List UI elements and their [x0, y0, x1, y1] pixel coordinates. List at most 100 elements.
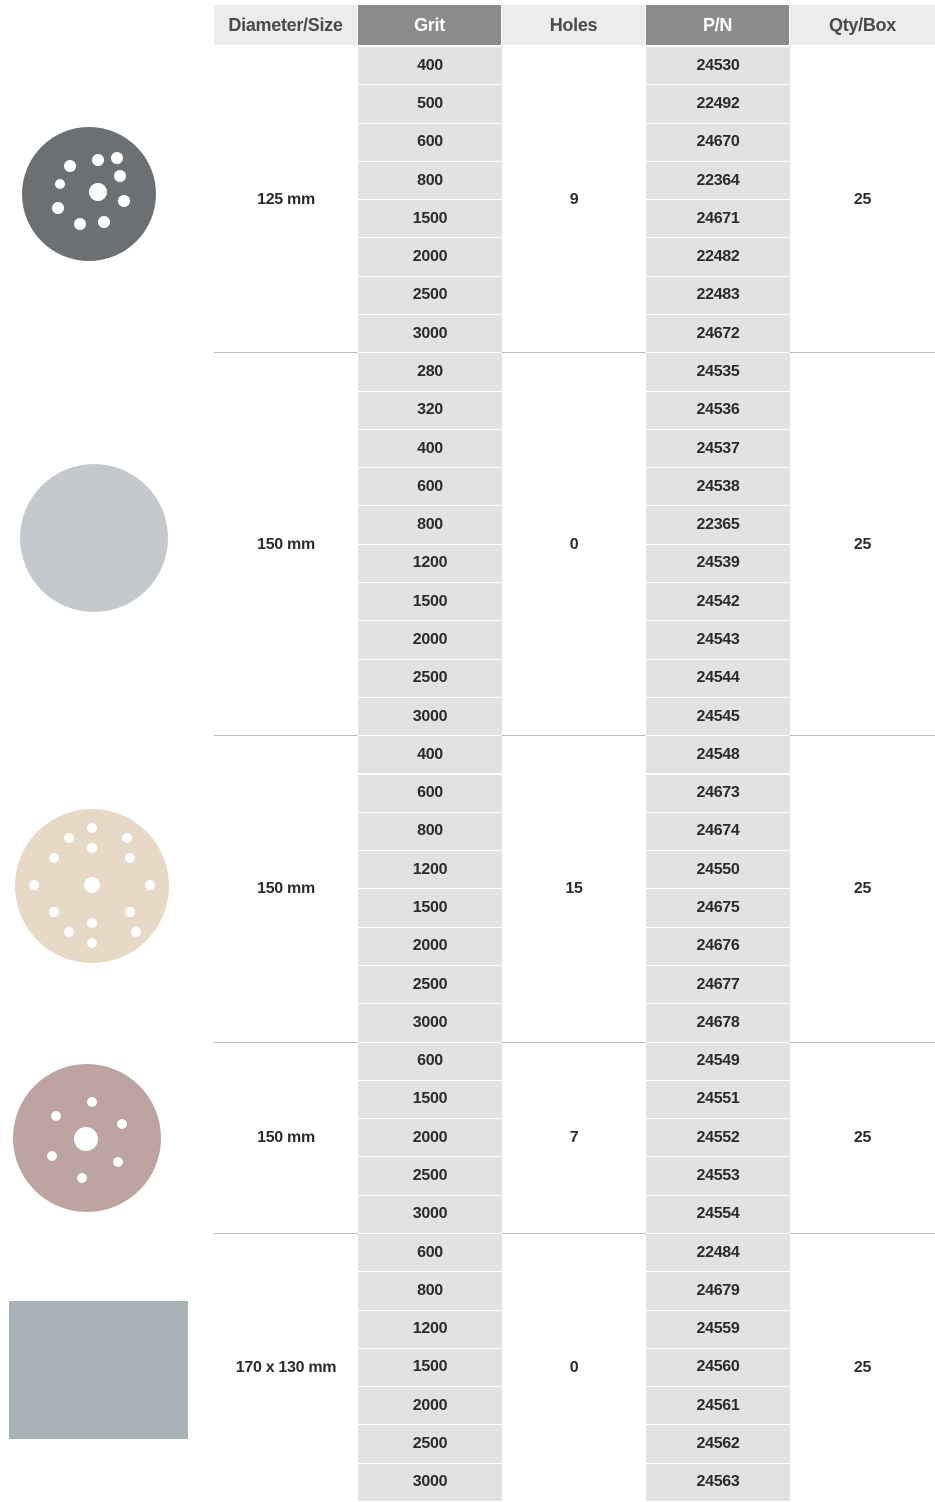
disc-image: [14, 808, 172, 966]
holes-cell: 0: [502, 1234, 646, 1502]
pn-cell: 24672: [646, 315, 790, 353]
pn-cell: 22364: [646, 162, 790, 200]
pn-cell: 24559: [646, 1311, 790, 1349]
pn-cell: 24548: [646, 736, 790, 774]
pn-cell: 24530: [646, 47, 790, 85]
grit-cell: 3000: [358, 1464, 502, 1502]
size-cell: 170 x 130 mm: [214, 1234, 358, 1502]
pn-cell: 24549: [646, 1043, 790, 1081]
column-header: Grit: [358, 5, 501, 45]
column-header: P/N: [646, 5, 789, 45]
pn-cell: 24675: [646, 889, 790, 927]
grit-cell: 2000: [358, 1119, 502, 1157]
grit-cell: 400: [358, 47, 502, 85]
pn-cell: 24551: [646, 1081, 790, 1119]
pn-cell: 22492: [646, 85, 790, 123]
grit-cell: 2000: [358, 238, 502, 276]
grit-cell: 1500: [358, 200, 502, 238]
size-cell: 150 mm: [214, 736, 358, 1042]
pn-cell: 24553: [646, 1157, 790, 1195]
disc-image: [18, 463, 170, 615]
holes-cell: 7: [502, 1043, 646, 1234]
pn-cell: 24679: [646, 1272, 790, 1310]
grit-cell: 1500: [358, 1081, 502, 1119]
pn-cell: 24536: [646, 392, 790, 430]
grit-cell: 2500: [358, 966, 502, 1004]
grit-cell: 800: [358, 813, 502, 851]
qty-cell: 25: [790, 1043, 935, 1234]
qty-cell: 25: [790, 353, 935, 736]
size-cell: 150 mm: [214, 1043, 358, 1234]
pn-cell: 22365: [646, 506, 790, 544]
grit-cell: 800: [358, 506, 502, 544]
grit-cell: 2000: [358, 928, 502, 966]
pn-cell: 24554: [646, 1196, 790, 1234]
pn-cell: 24538: [646, 468, 790, 506]
grit-cell: 1500: [358, 583, 502, 621]
page: Diameter/SizeGritHolesP/NQty/Box125 mm92…: [0, 0, 935, 1502]
column-header: Diameter/Size: [214, 5, 357, 45]
grit-cell: 2000: [358, 1387, 502, 1425]
pn-cell: 24673: [646, 775, 790, 813]
pn-cell: 24535: [646, 353, 790, 391]
grit-cell: 600: [358, 775, 502, 813]
holes-cell: 0: [502, 353, 646, 736]
holes-cell: 9: [502, 47, 646, 353]
grit-cell: 800: [358, 162, 502, 200]
grit-cell: 400: [358, 430, 502, 468]
grit-cell: 2500: [358, 660, 502, 698]
grit-cell: 1500: [358, 889, 502, 927]
pn-cell: 24563: [646, 1464, 790, 1502]
column-header: Holes: [502, 5, 645, 45]
pn-cell: 22483: [646, 277, 790, 315]
pn-cell: 24539: [646, 545, 790, 583]
pn-cell: 24678: [646, 1004, 790, 1042]
grit-cell: 3000: [358, 315, 502, 353]
pn-cell: 24674: [646, 813, 790, 851]
size-cell: 125 mm: [214, 47, 358, 353]
grit-cell: 400: [358, 736, 502, 774]
qty-cell: 25: [790, 47, 935, 353]
grit-cell: 2500: [358, 1157, 502, 1195]
grit-cell: 2500: [358, 277, 502, 315]
grit-cell: 3000: [358, 698, 502, 736]
pn-cell: 24537: [646, 430, 790, 468]
grit-cell: 1200: [358, 545, 502, 583]
pn-cell: 24552: [646, 1119, 790, 1157]
pn-cell: 24561: [646, 1387, 790, 1425]
disc-image: [12, 1064, 162, 1214]
grit-cell: 3000: [358, 1196, 502, 1234]
grit-cell: 600: [358, 124, 502, 162]
grit-cell: 3000: [358, 1004, 502, 1042]
holes-cell: 15: [502, 736, 646, 1042]
pn-cell: 24676: [646, 928, 790, 966]
pn-cell: 24544: [646, 660, 790, 698]
grit-cell: 600: [358, 1043, 502, 1081]
grit-cell: 600: [358, 468, 502, 506]
column-header: Qty/Box: [790, 5, 935, 45]
pn-cell: 24543: [646, 621, 790, 659]
disc-image: [20, 126, 160, 264]
grit-cell: 320: [358, 392, 502, 430]
grit-cell: 280: [358, 353, 502, 391]
pn-cell: 24560: [646, 1349, 790, 1387]
pn-cell: 22484: [646, 1234, 790, 1272]
pn-cell: 24562: [646, 1425, 790, 1463]
pn-cell: 24671: [646, 200, 790, 238]
grit-cell: 1200: [358, 851, 502, 889]
grit-cell: 2500: [358, 1425, 502, 1463]
pn-cell: 22482: [646, 238, 790, 276]
pn-cell: 24670: [646, 124, 790, 162]
grit-cell: 800: [358, 1272, 502, 1310]
pn-cell: 24550: [646, 851, 790, 889]
qty-cell: 25: [790, 1234, 935, 1502]
grit-cell: 1500: [358, 1349, 502, 1387]
grit-cell: 600: [358, 1234, 502, 1272]
pn-cell: 24545: [646, 698, 790, 736]
pn-cell: 24542: [646, 583, 790, 621]
sheet-image: [9, 1301, 189, 1440]
grit-cell: 500: [358, 85, 502, 123]
grit-cell: 2000: [358, 621, 502, 659]
size-cell: 150 mm: [214, 353, 358, 736]
qty-cell: 25: [790, 736, 935, 1042]
